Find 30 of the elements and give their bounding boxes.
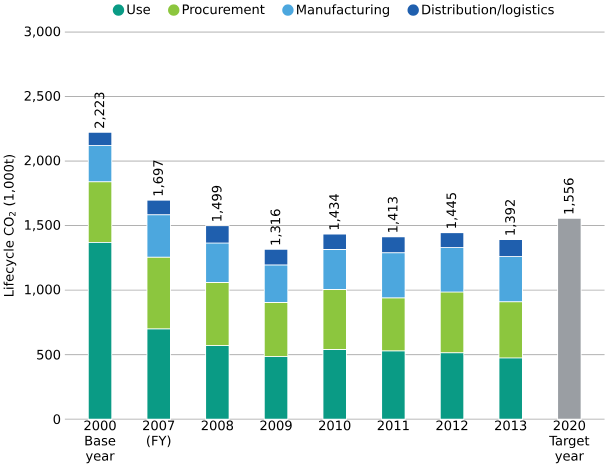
x-tick-label: 2009 xyxy=(260,420,292,430)
total-label: 1,697 xyxy=(153,160,164,196)
x-tick-label: 2011 xyxy=(378,420,409,430)
x-tick-label: 2012 xyxy=(436,420,468,430)
legend-label: Manufacturing xyxy=(297,4,389,17)
total-label: 1,499 xyxy=(212,186,223,221)
total-label: 1,316 xyxy=(270,209,282,244)
y-tick-label: 500 xyxy=(37,350,60,360)
legend-label: Distribution/logistics xyxy=(422,4,554,17)
y-tick-label: 2,000 xyxy=(24,155,60,167)
y-tick-label: 0 xyxy=(54,414,60,424)
total-label: 1,445 xyxy=(446,192,458,228)
y-tick-label: 1,500 xyxy=(25,220,60,232)
x-tick-label: 2000 Base year xyxy=(84,420,116,464)
x-tick-label: 2008 xyxy=(202,420,234,430)
y-tick-label: 1,000 xyxy=(25,284,60,296)
total-label: 1,556 xyxy=(564,178,575,214)
total-label: 1,392 xyxy=(505,200,516,234)
x-tick-label: 2013 xyxy=(495,420,526,430)
y-tick-label: 3,000 xyxy=(24,26,60,38)
x-tick-label: 2007 (FY) xyxy=(143,420,174,447)
x-tick-label: 2020 Target year xyxy=(549,420,590,464)
total-label: 1,434 xyxy=(329,194,340,230)
y-tick-label: 2,500 xyxy=(24,90,60,102)
total-label: 2,223 xyxy=(94,92,106,128)
total-label: 1,413 xyxy=(388,196,399,232)
legend-label: Procurement xyxy=(182,4,265,14)
y-axis-title: Lifecycle CO$_{2}$ (1,000t) xyxy=(4,154,16,296)
legend-label: Use xyxy=(127,4,150,14)
x-tick-label: 2010 xyxy=(319,420,350,430)
